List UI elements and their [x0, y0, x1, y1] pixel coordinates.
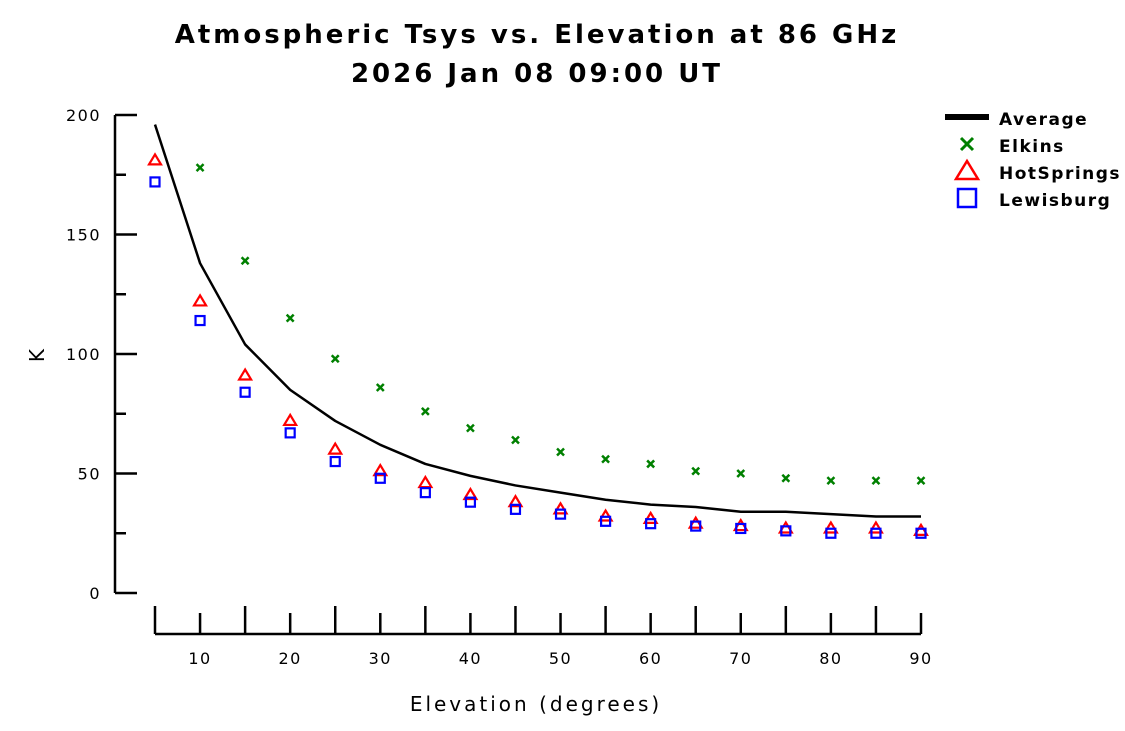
hotsprings-point: [732, 517, 749, 532]
lewisburg-point: [870, 527, 882, 539]
x-tick-label: 30: [369, 649, 392, 668]
x-tick-label: 40: [459, 649, 482, 668]
chart-subtitle: 2026 Jan 08 09:00 UT: [351, 59, 723, 89]
y-tick-label: 200: [66, 106, 101, 125]
x-tick-label: 60: [639, 649, 662, 668]
lewisburg-point: [645, 518, 657, 530]
x-tick-label: 50: [549, 649, 572, 668]
legend-label: HotSprings: [999, 164, 1121, 184]
lewisburg-point: [194, 314, 206, 327]
lewisburg-point: [780, 525, 792, 537]
y-tick-label: 0: [89, 584, 101, 603]
y-axis-label: K: [25, 346, 49, 362]
elkins-point: [466, 423, 475, 433]
elkins-point: [511, 435, 520, 445]
hotsprings-point: [507, 494, 524, 508]
average-line: [153, 124, 921, 518]
elkins-point: [420, 406, 430, 416]
hotsprings-point: [282, 412, 299, 427]
elkins-point: [691, 466, 701, 476]
hotsprings-point: [913, 522, 929, 536]
y-tick-label: 100: [66, 345, 101, 364]
hotsprings-point: [462, 486, 479, 501]
hotsprings-point: [372, 462, 389, 477]
elkins-point: [330, 354, 340, 364]
hotsprings-point: [192, 293, 209, 307]
legend-label: Average: [999, 110, 1088, 130]
hotsprings-point: [777, 520, 794, 534]
hotsprings-point: [417, 474, 434, 489]
lewisburg-point: [419, 487, 431, 499]
lewisburg-point: [329, 455, 341, 468]
lewisburg-point: [239, 386, 251, 398]
elkins-point: [601, 454, 610, 464]
lewisburg-series: [149, 176, 927, 539]
legend-item-average: Average: [945, 110, 1088, 130]
lewisburg-point: [284, 427, 296, 439]
elkins-point: [240, 256, 250, 266]
x-tick-label: 80: [819, 649, 842, 668]
lewisburg-point: [735, 522, 747, 535]
elkins-point: [195, 163, 205, 172]
lewisburg-point: [915, 527, 927, 539]
x-axis-label: Elevation (degrees): [410, 692, 662, 716]
hotsprings-point: [642, 510, 659, 525]
hotsprings-point: [552, 501, 569, 515]
y-ticks: 0 50 100 150 200: [66, 106, 137, 603]
legend-swatch: [953, 158, 981, 181]
hotsprings-point: [147, 152, 163, 166]
elkins-point: [781, 473, 791, 483]
elkins-point: [646, 459, 656, 469]
lewisburg-point: [554, 508, 567, 520]
chart-title: Atmospheric Tsys vs. Elevation at 86 GHz: [175, 20, 900, 50]
x-tick-label: 10: [188, 649, 211, 668]
hotsprings-point: [687, 515, 704, 529]
elkins-point: [826, 476, 836, 486]
hotsprings-point: [327, 441, 344, 455]
lewisburg-point: [149, 176, 161, 188]
elkins-point: [556, 447, 565, 457]
x-tick-label: 90: [909, 649, 932, 668]
legend-label: Elkins: [999, 137, 1065, 157]
y-tick-label: 150: [66, 226, 101, 245]
legend-item-hotsprings: HotSprings: [953, 158, 1121, 184]
x-tick-label: 20: [278, 649, 301, 668]
x-tick-label: 70: [729, 649, 752, 668]
legend-label: Lewisburg: [999, 191, 1111, 211]
y-tick-label: 50: [78, 465, 101, 484]
hotsprings-point: [237, 367, 254, 381]
elkins-point: [375, 383, 385, 392]
lewisburg-point: [825, 527, 837, 539]
legend-swatch: [956, 187, 978, 209]
hotsprings-point: [867, 520, 884, 534]
legend-item-lewisburg: Lewisburg: [956, 187, 1111, 211]
lewisburg-point: [509, 503, 522, 515]
hotsprings-point: [597, 508, 614, 522]
elkins-point: [285, 313, 295, 323]
hotsprings-point: [822, 520, 839, 534]
elkins-point: [736, 469, 746, 478]
x-ticks: 10 20 30 40 50 60 70 80 90: [153, 606, 932, 668]
elkins-point: [871, 476, 881, 486]
lewisburg-point: [690, 520, 702, 532]
hotsprings-series: [147, 152, 929, 536]
series-layer: [147, 124, 929, 539]
lewisburg-point: [374, 472, 386, 484]
legend-item-elkins: Elkins: [959, 136, 1065, 157]
elkins-point: [916, 476, 926, 486]
legend-swatch: [959, 136, 975, 152]
legend: Average Elkins HotSprings Lewisburg: [945, 110, 1121, 211]
elkins-series: [195, 163, 926, 486]
lewisburg-point: [599, 515, 612, 527]
lewisburg-point: [464, 496, 477, 508]
